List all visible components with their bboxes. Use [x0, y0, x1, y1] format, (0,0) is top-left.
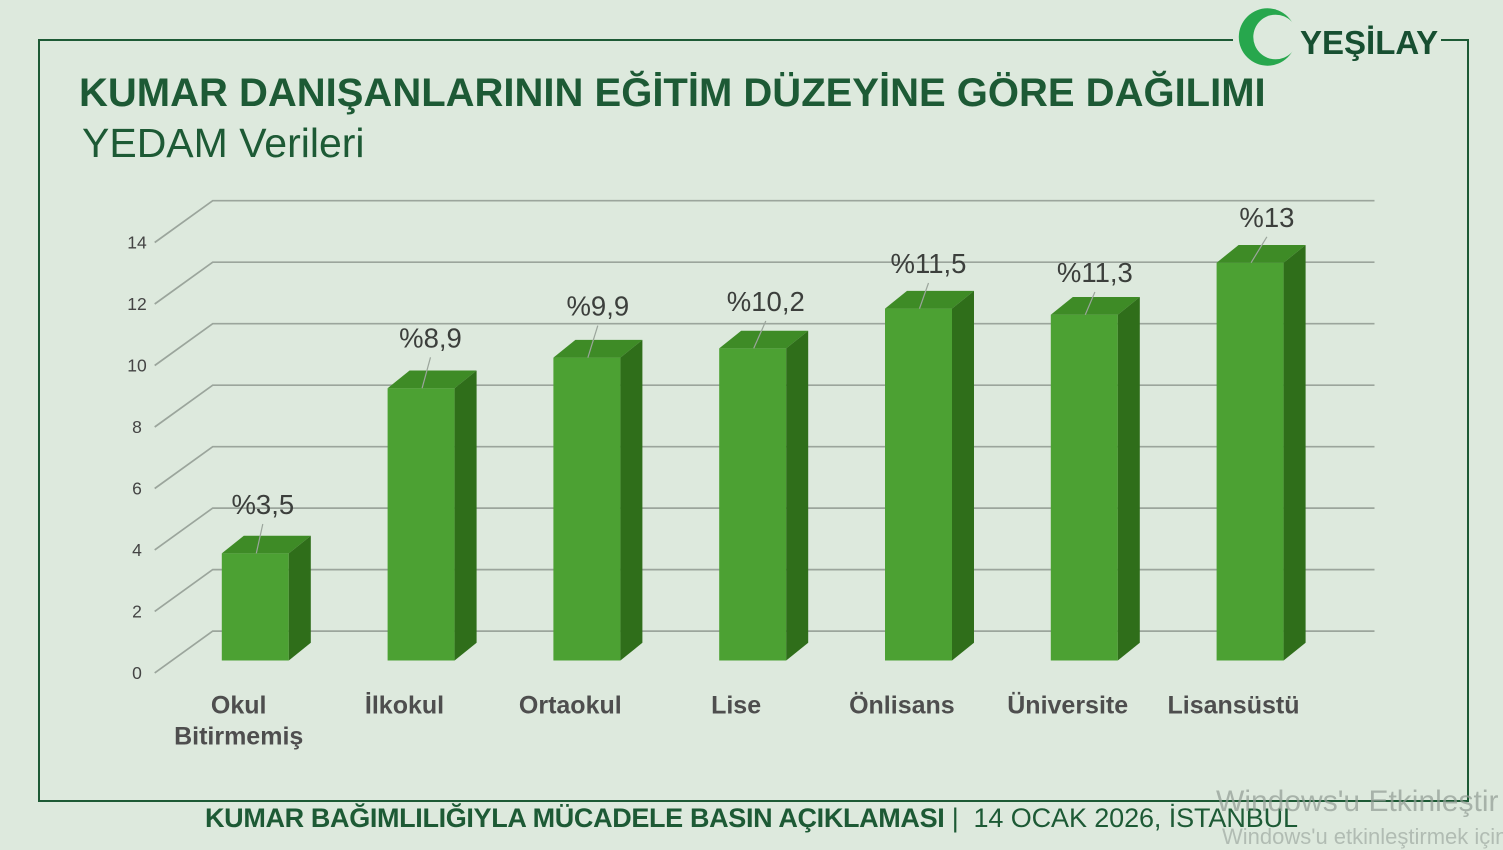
svg-text:2: 2: [132, 602, 142, 622]
svg-text:4: 4: [132, 540, 142, 560]
svg-text:%3,5: %3,5: [231, 489, 294, 520]
svg-text:6: 6: [132, 479, 142, 499]
svg-text:%11,5: %11,5: [891, 248, 967, 279]
svg-text:12: 12: [127, 294, 146, 314]
svg-text:Üniversite: Üniversite: [1007, 691, 1128, 720]
svg-text:Okul: Okul: [211, 692, 267, 720]
svg-text:10: 10: [127, 356, 147, 376]
svg-text:%11,3: %11,3: [1057, 257, 1133, 288]
svg-text:İlkokul: İlkokul: [365, 692, 444, 720]
svg-text:Önlisans: Önlisans: [849, 691, 955, 720]
svg-text:8: 8: [132, 417, 142, 437]
svg-text:%8,9: %8,9: [399, 322, 462, 353]
svg-text:14: 14: [127, 233, 147, 253]
svg-text:%13: %13: [1239, 202, 1294, 233]
svg-text:%9,9: %9,9: [566, 291, 629, 322]
svg-text:Lise: Lise: [711, 692, 761, 720]
svg-text:0: 0: [132, 663, 142, 683]
svg-text:Bitirmemiş: Bitirmemiş: [174, 722, 303, 750]
svg-text:Ortaokul: Ortaokul: [519, 692, 622, 720]
svg-text:Lisansüstü: Lisansüstü: [1168, 692, 1300, 720]
svg-text:%10,2: %10,2: [727, 286, 805, 317]
